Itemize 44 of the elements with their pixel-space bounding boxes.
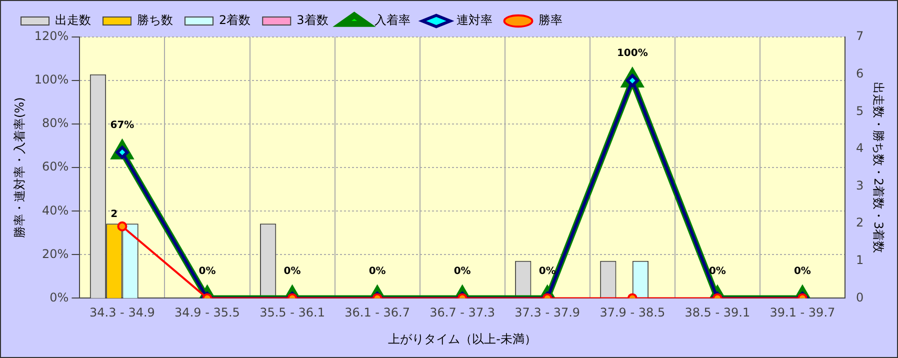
y2-tick-label: 7 (856, 29, 864, 44)
x-tick-label: 39.1 - 39.7 (770, 306, 836, 320)
data-label: 2 (110, 209, 118, 220)
legend-label: 連対率 (456, 13, 492, 28)
x-tick-label: 34.3 - 34.9 (90, 306, 155, 320)
data-label: 0% (368, 266, 386, 277)
x-tick-label: 36.7 - 37.3 (430, 306, 496, 320)
x-tick-label: 35.5 - 36.1 (260, 306, 325, 320)
legend-label: 勝ち数 (137, 13, 173, 28)
data-label: 0% (538, 266, 556, 277)
y2-tick-label: 2 (856, 216, 864, 230)
y2-tick-label: 5 (856, 104, 864, 118)
y-tick-label: 100% (34, 72, 69, 87)
y-tick-label: 120% (34, 29, 69, 44)
data-label: 0% (708, 266, 726, 277)
x-tick-label: 38.5 - 39.1 (684, 306, 750, 320)
y2-tick-label: 4 (856, 141, 864, 156)
legend-label: 入着率 (374, 13, 410, 28)
y2-tick-label: 1 (856, 253, 864, 268)
y-tick-label: 20% (42, 246, 69, 261)
x-tick-label: 36.1 - 36.7 (344, 306, 410, 320)
x-tick-label: 34.9 - 35.5 (174, 306, 240, 320)
y2-tick-label: 3 (856, 178, 864, 192)
data-label: 0% (284, 266, 301, 277)
legend-label: 勝率 (538, 13, 562, 28)
y-tick-label: 60% (42, 160, 69, 174)
data-label: 67% (110, 120, 134, 131)
legend-label: 2着数 (219, 13, 251, 28)
x-axis-title: 上がりタイム（以上-未満） (388, 332, 537, 346)
legend-label: 3着数 (296, 13, 328, 28)
data-label: 0% (454, 266, 471, 277)
x-tick-label: 37.3 - 37.9 (514, 306, 580, 320)
data-label: 0% (794, 266, 811, 277)
y-tick-label: 80% (42, 116, 69, 130)
y-tick-label: 40% (42, 203, 69, 218)
data-label: 0% (198, 266, 216, 277)
data-label: 100% (616, 48, 648, 60)
y2-axis-title: 出走数・勝ち数・2着数・3着数 (872, 82, 886, 254)
y-axis-title: 勝率・連対率・入着率(%) (12, 97, 26, 238)
y2-tick-label: 0 (856, 290, 864, 304)
y-tick-label: 0% (50, 290, 69, 304)
x-tick-label: 37.9 - 38.5 (600, 306, 666, 320)
y2-tick-label: 6 (856, 66, 864, 80)
legend-label: 出走数 (55, 13, 91, 28)
